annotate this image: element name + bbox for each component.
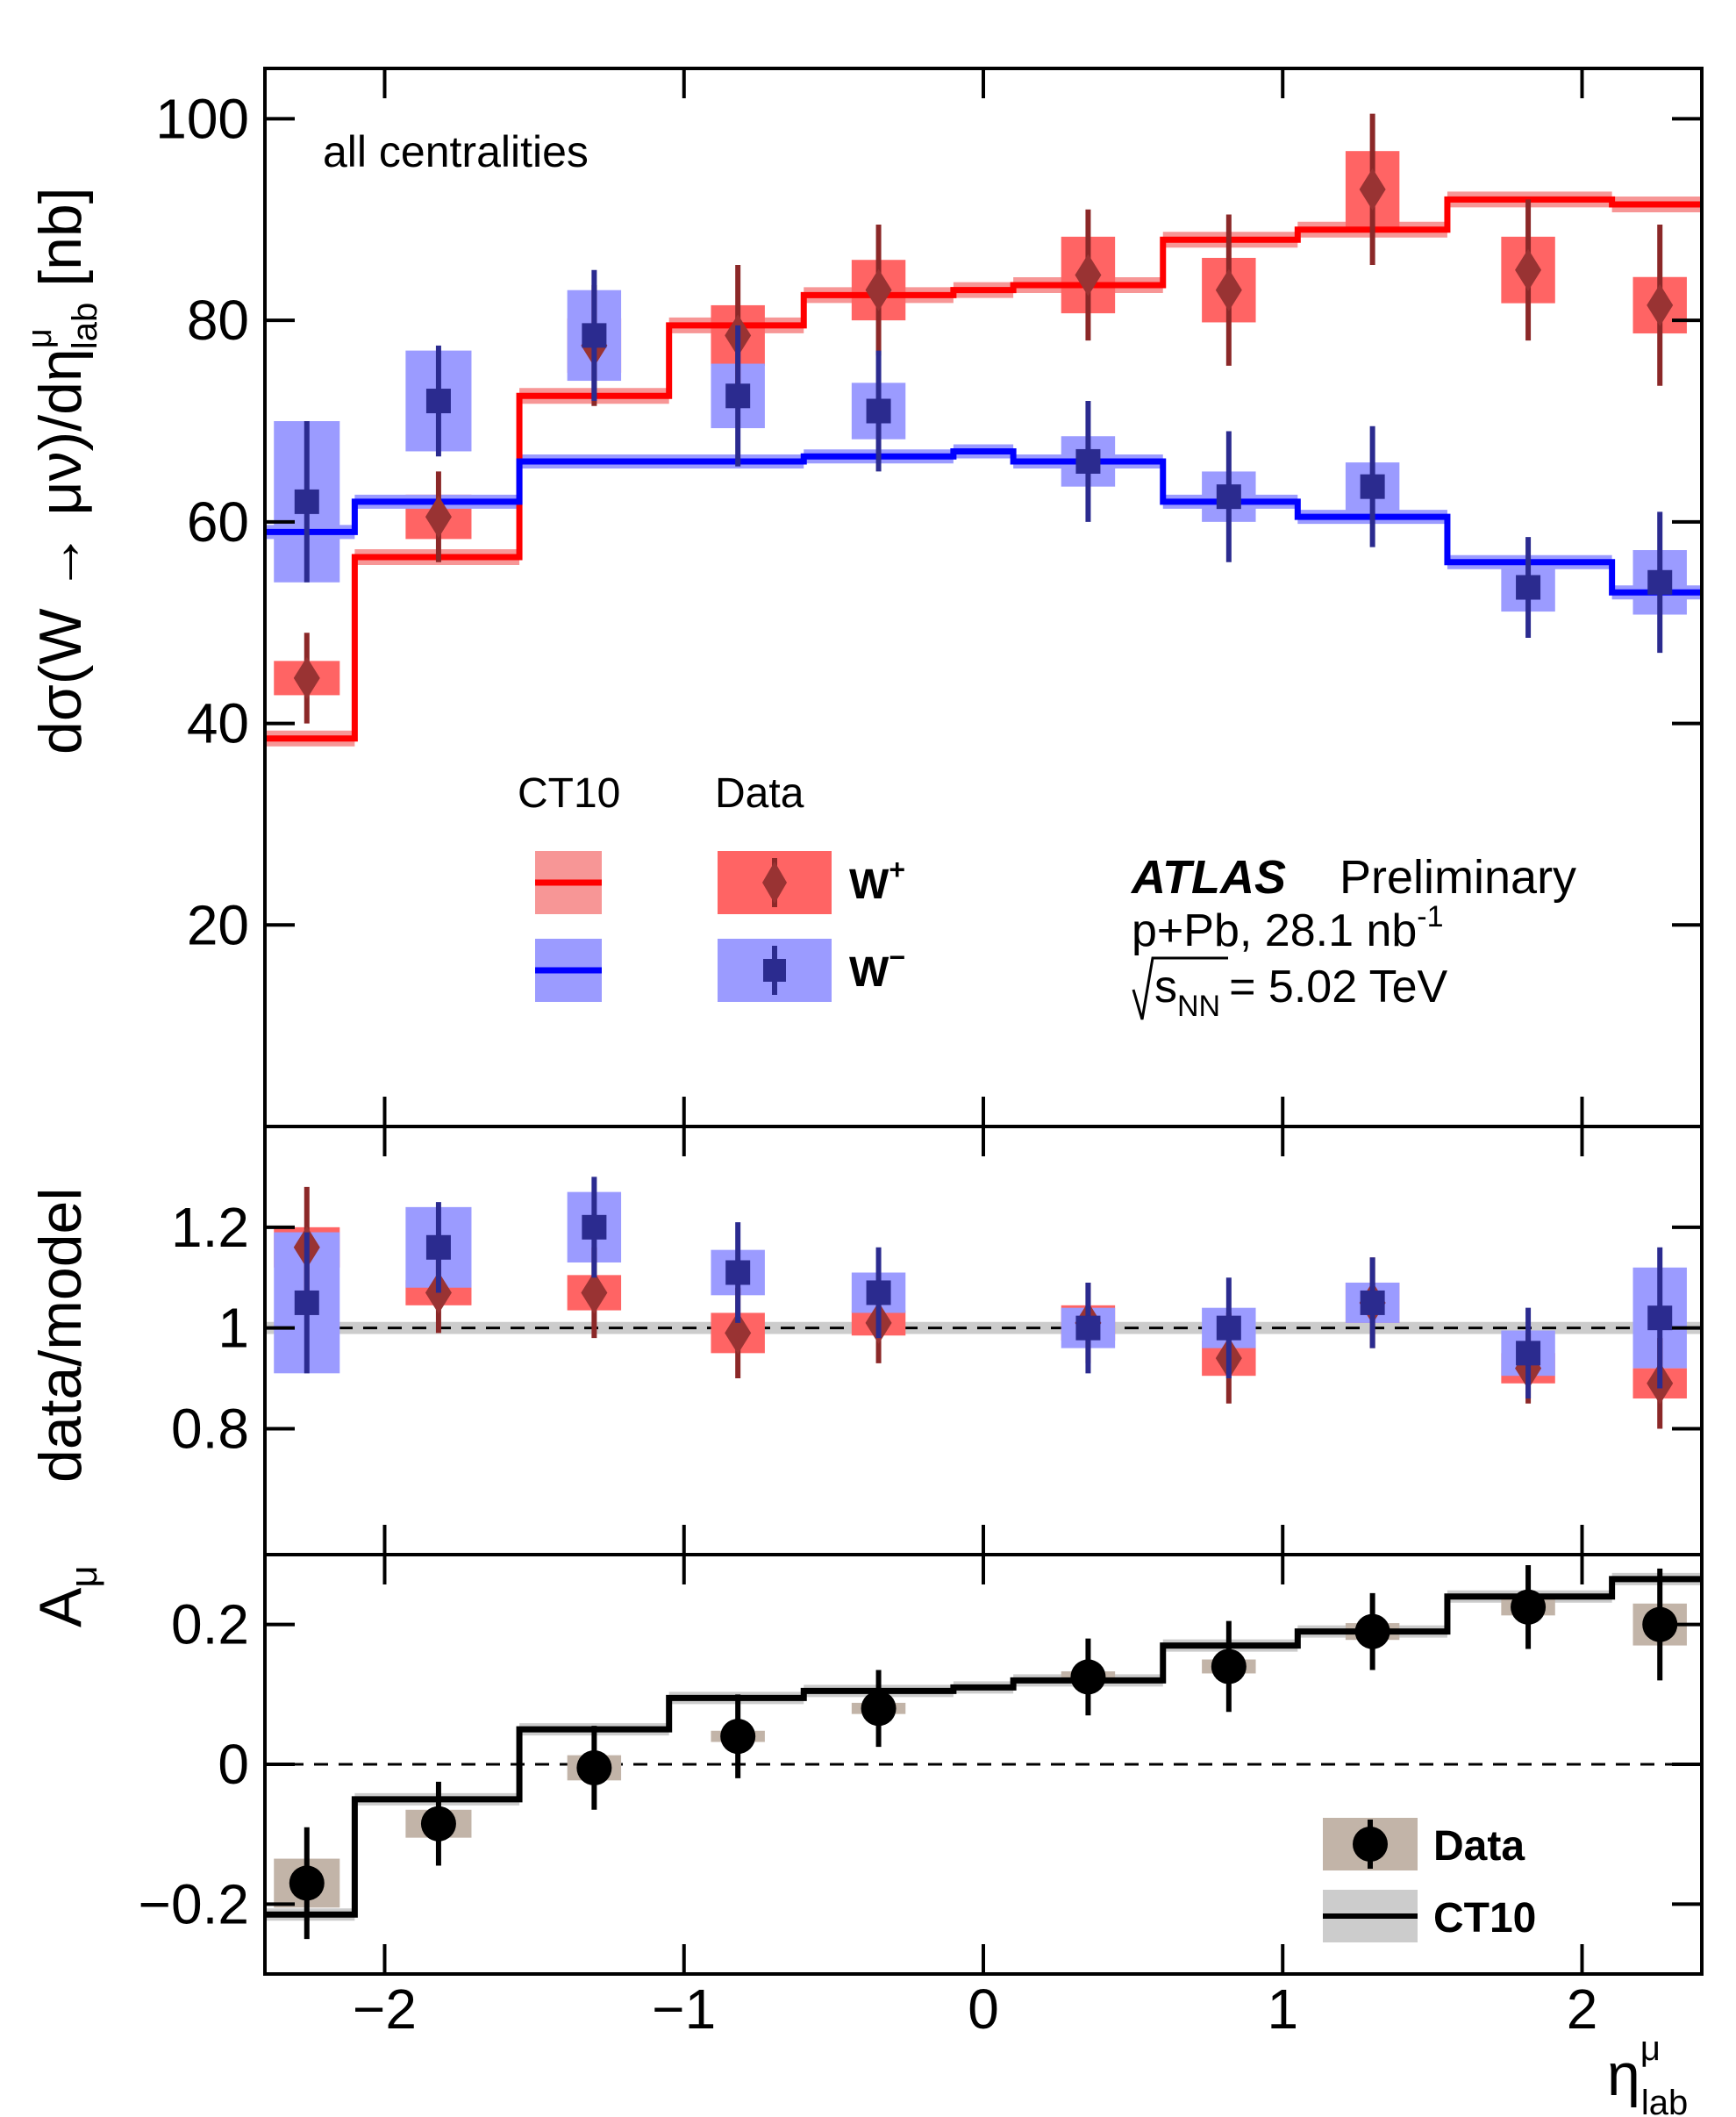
x-axis-label: ημ lab xyxy=(1607,2029,1688,2117)
asym-legend: Data CT10 xyxy=(1323,1818,1536,1942)
ratio-wminus-marker xyxy=(1516,1341,1541,1366)
ratio-wminus-marker xyxy=(1647,1305,1673,1331)
ratio-wminus-marker xyxy=(1216,1315,1241,1341)
legend-asym-data-label: Data xyxy=(1433,1823,1525,1870)
ratio-frame xyxy=(263,1125,1704,1556)
wminus-marker xyxy=(1647,569,1673,595)
asym-marker xyxy=(720,1719,756,1755)
ratio-wminus-marker xyxy=(725,1260,751,1285)
ratio-wplus-marker xyxy=(581,1271,608,1314)
wminus-marker xyxy=(1516,575,1541,600)
atlas-label: ATLAS xyxy=(1130,851,1286,904)
ratio-panel: 0.8 1 1.2 xyxy=(171,1125,1704,1556)
asymmetry-panel: −0.2 0 0.2 xyxy=(139,1553,1704,1976)
main-ylabel-main: dσ(W → μν)/dη xyxy=(27,348,94,755)
wminus-marker xyxy=(866,398,891,424)
legend-wminus-data-marker xyxy=(763,959,786,982)
asym-y-tick-label: 0.2 xyxy=(171,1593,249,1656)
asym-marker xyxy=(1070,1659,1106,1695)
asym-marker xyxy=(1511,1589,1547,1625)
x-label-main: η xyxy=(1607,2042,1640,2108)
asym-marker xyxy=(861,1691,897,1727)
x-label-sup: μ xyxy=(1640,2029,1661,2068)
ratio-wplus-marker xyxy=(725,1312,752,1355)
centrality-annotation: all centralities xyxy=(323,127,589,176)
wminus-marker xyxy=(425,389,451,414)
dataset-label: p+Pb, 28.1 nb-1 xyxy=(1132,900,1444,956)
wplus-marker xyxy=(293,656,320,699)
x-label-sub: lab xyxy=(1641,2084,1688,2117)
main-y-tick-label: 60 xyxy=(187,490,249,554)
legend-ct10-header: CT10 xyxy=(518,770,620,817)
main-ylabel-sub: lab xyxy=(66,303,104,349)
legend-asym-data-marker xyxy=(1353,1827,1388,1862)
main-y-tick-label: 20 xyxy=(187,893,249,956)
asym-ylabel-main: A xyxy=(27,1587,94,1627)
legend-wminus-label: W− xyxy=(849,941,905,996)
main-y-tick-label: 40 xyxy=(187,692,249,755)
main-panel: 20 40 60 80 100 xyxy=(155,67,1704,1128)
asym-marker xyxy=(576,1749,612,1785)
ratio-wminus-marker xyxy=(425,1234,451,1260)
main-y-tick-label: 80 xyxy=(187,289,249,352)
wplus-ct10-line xyxy=(265,196,1702,742)
sqrt-symbol xyxy=(1132,956,1228,1020)
x-tick-label: 0 xyxy=(968,1978,999,2041)
ratio-y-tick-label: 0.8 xyxy=(171,1397,249,1460)
asym-y-tick-label: −0.2 xyxy=(139,1872,249,1935)
legend-data-header: Data xyxy=(715,770,804,817)
asym-marker xyxy=(420,1806,456,1842)
x-tick-label: 1 xyxy=(1267,1978,1298,2041)
asym-marker xyxy=(289,1865,325,1901)
ratio-wminus-marker xyxy=(582,1214,607,1240)
x-tick-label: −2 xyxy=(353,1978,417,2041)
asym-marker xyxy=(1211,1649,1247,1684)
main-ylabel-sup: μ xyxy=(20,328,59,348)
wminus-ct10-line xyxy=(265,447,1702,596)
main-ylabel-unit: [nb] xyxy=(27,187,94,286)
wplus-marker xyxy=(865,268,892,311)
wplus-marker xyxy=(1647,283,1674,326)
asym-ylabel-sub: μ xyxy=(62,1565,105,1587)
ratio-wminus-marker xyxy=(1360,1290,1385,1315)
wminus-marker xyxy=(1360,474,1385,499)
wplus-marker xyxy=(1515,248,1542,291)
ratio-wminus-marker xyxy=(294,1290,319,1315)
legend-wplus-label: W+ xyxy=(849,854,905,908)
wplus-marker xyxy=(1075,254,1102,297)
experiment-label-block: ATLAS Preliminary p+Pb, 28.1 nb-1 sNN = 5… xyxy=(1130,851,1576,1023)
legend-wplus-data-marker xyxy=(762,862,787,904)
main-frame xyxy=(263,67,1704,1128)
wplus-marker xyxy=(1215,268,1242,311)
asym-y-axis-label: Aμ xyxy=(27,1565,105,1627)
asym-marker xyxy=(1354,1613,1390,1649)
energy-label: sNN = 5.02 TeV xyxy=(1154,962,1448,1023)
legend-asym-ct10-label: CT10 xyxy=(1433,1895,1536,1942)
wplus-ct10-band xyxy=(265,191,1702,747)
wminus-marker xyxy=(1216,484,1241,510)
wminus-ct10-band xyxy=(265,444,1702,600)
wminus-marker xyxy=(582,323,607,348)
main-legend: CT10 Data W+ W− xyxy=(518,770,905,1002)
ratio-wminus-marker xyxy=(866,1280,891,1305)
x-tick-label: −1 xyxy=(652,1978,716,2041)
ratio-y-axis-label: data/model xyxy=(27,1188,94,1483)
ratio-y-tick-label: 1.2 xyxy=(171,1196,249,1259)
main-y-tick-label: 100 xyxy=(155,87,249,150)
asym-marker xyxy=(1642,1606,1678,1642)
ratio-wminus-marker xyxy=(1075,1315,1101,1341)
main-y-axis-label: dσ(W → μν)/dημ lab [nb] xyxy=(20,187,104,755)
asym-y-tick-label: 0 xyxy=(218,1733,249,1796)
wminus-marker xyxy=(1075,448,1101,474)
asym-ct10-line xyxy=(265,1576,1702,1918)
x-tick-label: 2 xyxy=(1567,1978,1598,2041)
wminus-marker xyxy=(725,383,751,409)
wminus-marker xyxy=(294,489,319,514)
wplus-marker xyxy=(425,496,452,539)
preliminary-label: Preliminary xyxy=(1340,851,1576,904)
ratio-y-tick-label: 1 xyxy=(218,1297,249,1360)
x-axis: −2 −1 0 1 2 xyxy=(353,1978,1597,2041)
wplus-marker xyxy=(1359,168,1386,211)
